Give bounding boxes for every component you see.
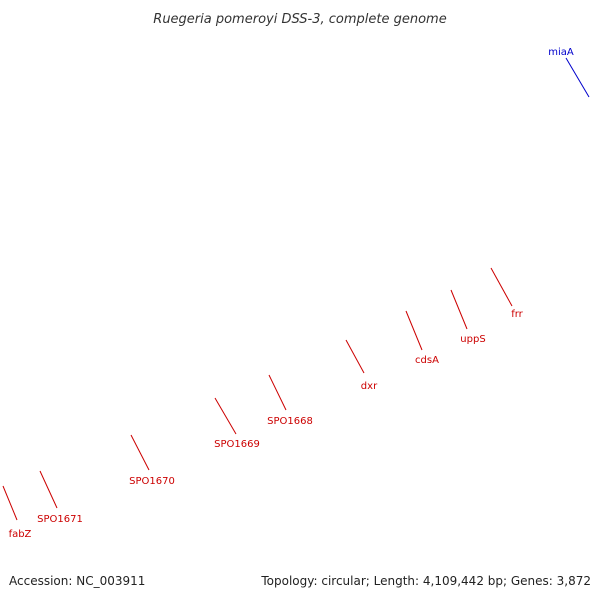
- topology-text: Topology: circular; Length: 4,109,442 bp…: [261, 574, 591, 588]
- miaA-label-group: miaA: [548, 47, 590, 98]
- miaA-leader-line: [565, 57, 590, 98]
- miaA-label: miaA: [548, 47, 574, 58]
- SPO1668-label-group: SPO1668: [267, 374, 313, 427]
- uppS-leader-line: [450, 289, 468, 330]
- gene-labels: miaA frr uppS cdsA dxr SPO1668 SPO1669 SPO1670 S…: [2, 47, 590, 540]
- SPO1669-label-group: SPO1669: [214, 397, 260, 450]
- SPO1668-leader-line: [268, 374, 287, 411]
- SPO1669-leader-line: [214, 397, 237, 435]
- SPO1671-leader-line: [39, 470, 58, 509]
- SPO1670-label-group: SPO1670: [129, 434, 175, 487]
- accession-text: Accession: NC_003911: [9, 574, 146, 588]
- SPO1669-label: SPO1669: [214, 439, 260, 450]
- map-title: Ruegeria pomeroyi DSS-3, complete genome: [153, 12, 446, 27]
- SPO1671-label-group: SPO1671: [37, 470, 83, 525]
- fabZ-label: fabZ: [9, 529, 32, 540]
- cdsA-leader-line: [405, 310, 423, 351]
- dxr-label-group: dxr: [345, 339, 378, 392]
- SPO1670-leader-line: [130, 434, 150, 471]
- fabZ-leader-line: [2, 485, 18, 521]
- SPO1668-label: SPO1668: [267, 416, 313, 427]
- uppS-label-group: uppS: [450, 289, 486, 345]
- cdsA-label-group: cdsA: [405, 310, 439, 366]
- uppS-label: uppS: [460, 334, 485, 345]
- SPO1671-label: SPO1671: [37, 514, 83, 525]
- dxr-label: dxr: [361, 381, 378, 392]
- SPO1670-label: SPO1670: [129, 476, 175, 487]
- frr-label: frr: [511, 309, 523, 320]
- fabZ-label-group: fabZ: [2, 485, 32, 540]
- dxr-leader-line: [345, 339, 365, 374]
- frr-label-group: frr: [490, 267, 524, 320]
- frr-leader-line: [490, 267, 513, 307]
- cdsA-label: cdsA: [415, 355, 439, 366]
